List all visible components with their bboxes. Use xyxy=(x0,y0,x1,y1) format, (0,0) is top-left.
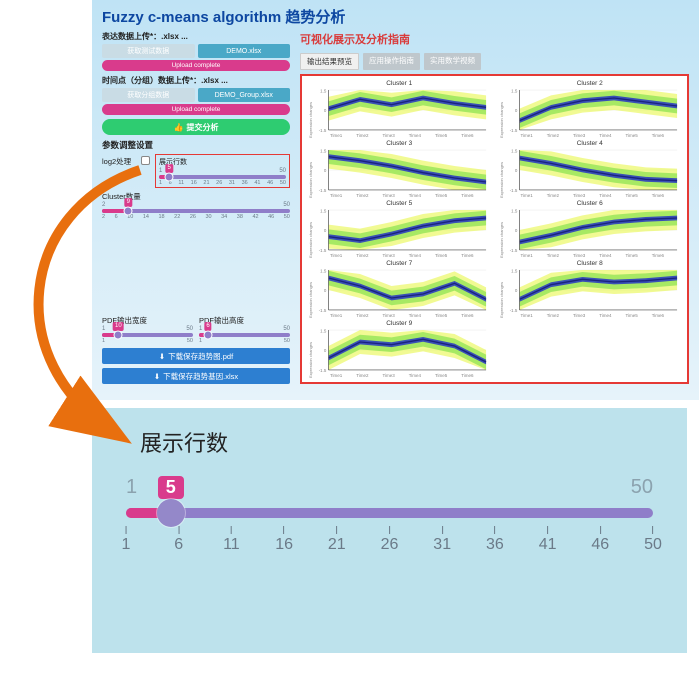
svg-text:1.5: 1.5 xyxy=(320,148,327,153)
svg-text:0: 0 xyxy=(514,108,517,113)
cluster-chart: Cluster 8 Expression changes -1.501.5 Ti… xyxy=(499,260,682,318)
cluster-chart: Cluster 1 Expression changes -1.501.5 Ti… xyxy=(308,80,491,138)
detail-title: 展示行数 xyxy=(140,426,663,458)
detail-min: 1 xyxy=(126,476,137,499)
svg-text:0: 0 xyxy=(514,228,517,233)
detail-tick: 31 xyxy=(433,526,451,554)
detail-tick: 16 xyxy=(275,526,293,554)
upload-group-progress: Upload complete xyxy=(102,104,290,115)
tab[interactable]: 应用操作指南 xyxy=(363,53,420,70)
detail-tick: 36 xyxy=(486,526,504,554)
app-window: Fuzzy c-means algorithm 趋势分析 表达数据上传*：.xl… xyxy=(92,0,699,400)
detail-tick: 26 xyxy=(381,526,399,554)
svg-text:0: 0 xyxy=(324,348,327,353)
cluster-chart: Cluster 2 Expression changes -1.501.5 Ti… xyxy=(499,80,682,138)
svg-text:0: 0 xyxy=(514,168,517,173)
svg-text:1.5: 1.5 xyxy=(511,208,518,213)
download-icon: ⬇ xyxy=(154,372,160,381)
detail-track[interactable] xyxy=(126,508,653,518)
demo-group-button[interactable]: DEMO_Group.xlsx xyxy=(198,88,291,102)
detail-slider[interactable]: 1 5 50 16111621263136414650 xyxy=(126,476,653,566)
pdf-height-label: PDF输出高度 xyxy=(199,315,290,326)
svg-text:1.5: 1.5 xyxy=(320,328,327,333)
detail-tick: 6 xyxy=(174,526,183,554)
svg-text:1.5: 1.5 xyxy=(511,148,518,153)
cluster-chart: Cluster 5 Expression changes -1.501.5 Ti… xyxy=(308,200,491,258)
tabs: 输出结果预览应用操作指南实用数学视频 xyxy=(300,53,689,70)
tab[interactable]: 输出结果预览 xyxy=(300,53,359,70)
svg-text:1.5: 1.5 xyxy=(511,268,518,273)
svg-text:0: 0 xyxy=(324,168,327,173)
detail-max: 50 xyxy=(631,476,653,499)
upload-expression: 表达数据上传*：.xlsx ... 获取测试数据 DEMO.xlsx Uploa… xyxy=(102,31,290,71)
main-title: 可视化展示及分析指南 xyxy=(300,31,689,47)
detail-tick: 50 xyxy=(644,526,662,554)
log2-checkbox[interactable] xyxy=(141,156,150,165)
detail-tick: 1 xyxy=(122,526,131,554)
load-group-data-button[interactable]: 获取分组数据 xyxy=(102,88,195,102)
upload-group-label: 时间点（分组）数据上传*：.xlsx ... xyxy=(102,75,290,86)
download-icon: ⬇ xyxy=(159,352,165,361)
detail-tick: 46 xyxy=(591,526,609,554)
cluster-chart: Cluster 4 Expression changes -1.501.5 Ti… xyxy=(499,140,682,198)
upload-expression-label: 表达数据上传*：.xlsx ... xyxy=(102,31,290,42)
svg-text:1.5: 1.5 xyxy=(320,88,327,93)
upload-group: 时间点（分组）数据上传*：.xlsx ... 获取分组数据 DEMO_Group… xyxy=(102,75,290,115)
detail-ticks: 16111621263136414650 xyxy=(126,526,653,566)
svg-text:0: 0 xyxy=(514,288,517,293)
download-xlsx-button[interactable]: ⬇ 下载保存趋势基因.xlsx xyxy=(102,368,290,384)
svg-text:1.5: 1.5 xyxy=(511,88,518,93)
detail-knob[interactable] xyxy=(157,499,185,527)
detail-tick: 21 xyxy=(328,526,346,554)
sidebar: 表达数据上传*：.xlsx ... 获取测试数据 DEMO.xlsx Uploa… xyxy=(102,31,290,384)
pdf-width-slider[interactable]: 150 10 150 xyxy=(102,326,193,344)
cluster-chart: Cluster 9 Expression changes -1.501.5 Ti… xyxy=(308,320,491,378)
cluster-chart: Cluster 6 Expression changes -1.501.5 Ti… xyxy=(499,200,682,258)
detail-tick: 11 xyxy=(223,526,240,554)
svg-text:1.5: 1.5 xyxy=(320,268,327,273)
load-test-data-button[interactable]: 获取测试数据 xyxy=(102,44,195,58)
chart-panel: Cluster 1 Expression changes -1.501.5 Ti… xyxy=(300,74,689,384)
chart-grid: Cluster 1 Expression changes -1.501.5 Ti… xyxy=(308,80,681,378)
upload-expression-progress: Upload complete xyxy=(102,60,290,71)
detail-tick: 41 xyxy=(539,526,557,554)
pdf-height-slider[interactable]: 150 6 150 xyxy=(199,326,290,344)
download-pdf-button[interactable]: ⬇ 下载保存趋势图.pdf xyxy=(102,348,290,364)
download-xlsx-label: 下载保存趋势基因.xlsx xyxy=(163,371,238,382)
param-log2: log2处理 展示行数150 5 16111621263136414650 xyxy=(102,154,290,191)
rows-slider-highlight: 展示行数150 5 16111621263136414650 xyxy=(155,154,290,188)
svg-text:0: 0 xyxy=(324,288,327,293)
svg-text:0: 0 xyxy=(324,108,327,113)
thumbs-up-icon: 👍 xyxy=(174,123,184,132)
download-pdf-label: 下载保存趋势图.pdf xyxy=(168,351,233,362)
main-panel: 可视化展示及分析指南 输出结果预览应用操作指南实用数学视频 Cluster 1 … xyxy=(300,31,689,384)
svg-text:0: 0 xyxy=(324,228,327,233)
cluster-chart: Cluster 7 Expression changes -1.501.5 Ti… xyxy=(308,260,491,318)
tab[interactable]: 实用数学视频 xyxy=(424,53,481,70)
clusters-slider[interactable]: 250 9 261014182226303438424650 xyxy=(102,202,290,314)
params-section-title: 参数调整设置 xyxy=(102,139,290,151)
submit-analysis-button[interactable]: 👍 提交分析 xyxy=(102,119,290,135)
svg-text:1.5: 1.5 xyxy=(320,208,327,213)
rows-slider[interactable]: 展示行数150 5 16111621263136414650 xyxy=(159,157,286,186)
cluster-chart: Cluster 3 Expression changes -1.501.5 Ti… xyxy=(308,140,491,198)
detail-value-badge: 5 xyxy=(158,476,184,499)
param-log2-label: log2处理 xyxy=(102,154,136,167)
demo-expression-button[interactable]: DEMO.xlsx xyxy=(198,44,291,58)
app-title: Fuzzy c-means algorithm 趋势分析 xyxy=(102,6,689,27)
slider-detail-panel: 展示行数 1 5 50 16111621263136414650 xyxy=(92,408,687,653)
submit-label: 提交分析 xyxy=(186,122,218,133)
